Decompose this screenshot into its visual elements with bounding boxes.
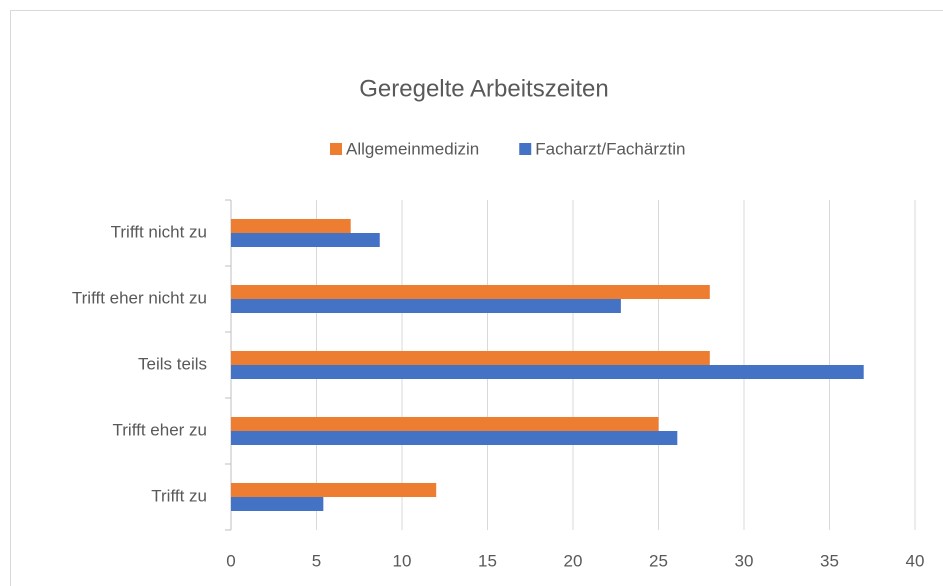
y-tick-label: Trifft eher nicht zu (72, 288, 207, 307)
x-tick-label: 5 (312, 551, 321, 570)
x-tick-label: 0 (226, 551, 235, 570)
y-tick-label: Teils teils (138, 354, 207, 373)
bar (231, 219, 351, 233)
bar (231, 365, 864, 379)
x-tick-label: 15 (478, 551, 497, 570)
x-tick-label: 20 (564, 551, 583, 570)
bar (231, 431, 678, 445)
x-tick-label: 40 (906, 551, 925, 570)
x-tick-label: 10 (393, 551, 412, 570)
legend-swatch (519, 143, 532, 155)
bar (231, 497, 324, 511)
y-tick-label: Trifft nicht zu (111, 222, 207, 241)
legend-label: Facharzt/Fachärztin (535, 139, 685, 158)
bar (231, 285, 710, 299)
bar (231, 233, 380, 247)
y-tick-label: Trifft zu (151, 486, 207, 505)
bar (231, 299, 621, 313)
x-tick-label: 30 (735, 551, 754, 570)
y-tick-label: Trifft eher zu (113, 420, 207, 439)
x-tick-label: 35 (820, 551, 839, 570)
bar (231, 417, 659, 431)
legend-swatch (330, 143, 342, 155)
legend-label: Allgemeinmedizin (346, 139, 479, 158)
bar (231, 351, 710, 365)
x-tick-label: 25 (649, 551, 668, 570)
bar (231, 483, 437, 497)
chart-title: Geregelte Arbeitszeiten (359, 75, 608, 102)
